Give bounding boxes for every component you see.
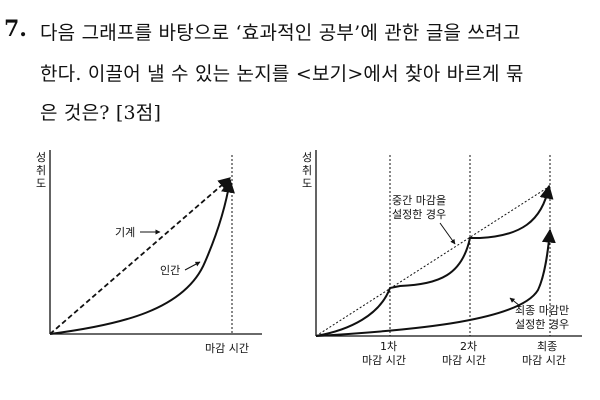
human-label-arrow: [184, 261, 201, 271]
left-y-label-3: 도: [36, 177, 46, 190]
question-line-1: 다음 그래프를 바탕으로 ‘효과적인 공부’에 관한 글을 쓰려고: [40, 22, 521, 44]
question-number: 7.: [4, 16, 27, 42]
right-y-label-3: 도: [302, 177, 312, 190]
machine-label: 기계: [115, 226, 135, 239]
right-graph: 성 취 도 중간 마감을 설정한 경우 최종 마감만 설정한 경우 1차 마감 …: [302, 150, 582, 367]
tick-1-bottom: 마감 시간: [362, 354, 406, 367]
mid-label-2: 설정한 경우: [392, 208, 446, 221]
tick-final-bottom: 마감 시간: [522, 354, 566, 367]
human-label: 인간: [160, 264, 180, 277]
final-label-arrow: [509, 297, 521, 307]
left-y-label-2: 취: [36, 164, 46, 177]
left-graph: 성 취 도 기계 인간 마감 시간: [36, 150, 262, 355]
final-deadline-curve: [315, 228, 556, 337]
right-y-label-1: 성: [302, 151, 312, 164]
tick-final-top: 최종: [537, 340, 557, 353]
mid-label-arrow: [439, 222, 456, 245]
question-line-3: 은 것은? [3점]: [40, 102, 162, 124]
mid-label-1: 중간 마감을: [392, 194, 446, 207]
mid-deadline-curve: [315, 184, 554, 337]
machine-line: [49, 177, 231, 335]
final-label-2: 설정한 경우: [515, 318, 569, 331]
human-curve: [49, 178, 235, 335]
question-line-2: 한다. 이끌어 낼 수 있는 논지를 <보기>에서 찾아 바르게 묶: [40, 63, 524, 85]
tick-1-top: 1차: [380, 340, 397, 353]
tick-2-bottom: 마감 시간: [442, 354, 486, 367]
left-y-label-1: 성: [36, 151, 46, 164]
right-y-label-2: 취: [302, 164, 312, 177]
tick-2-top: 2차: [460, 340, 477, 353]
left-x-label: 마감 시간: [205, 342, 249, 355]
final-label-1: 최종 마감만: [515, 304, 569, 317]
